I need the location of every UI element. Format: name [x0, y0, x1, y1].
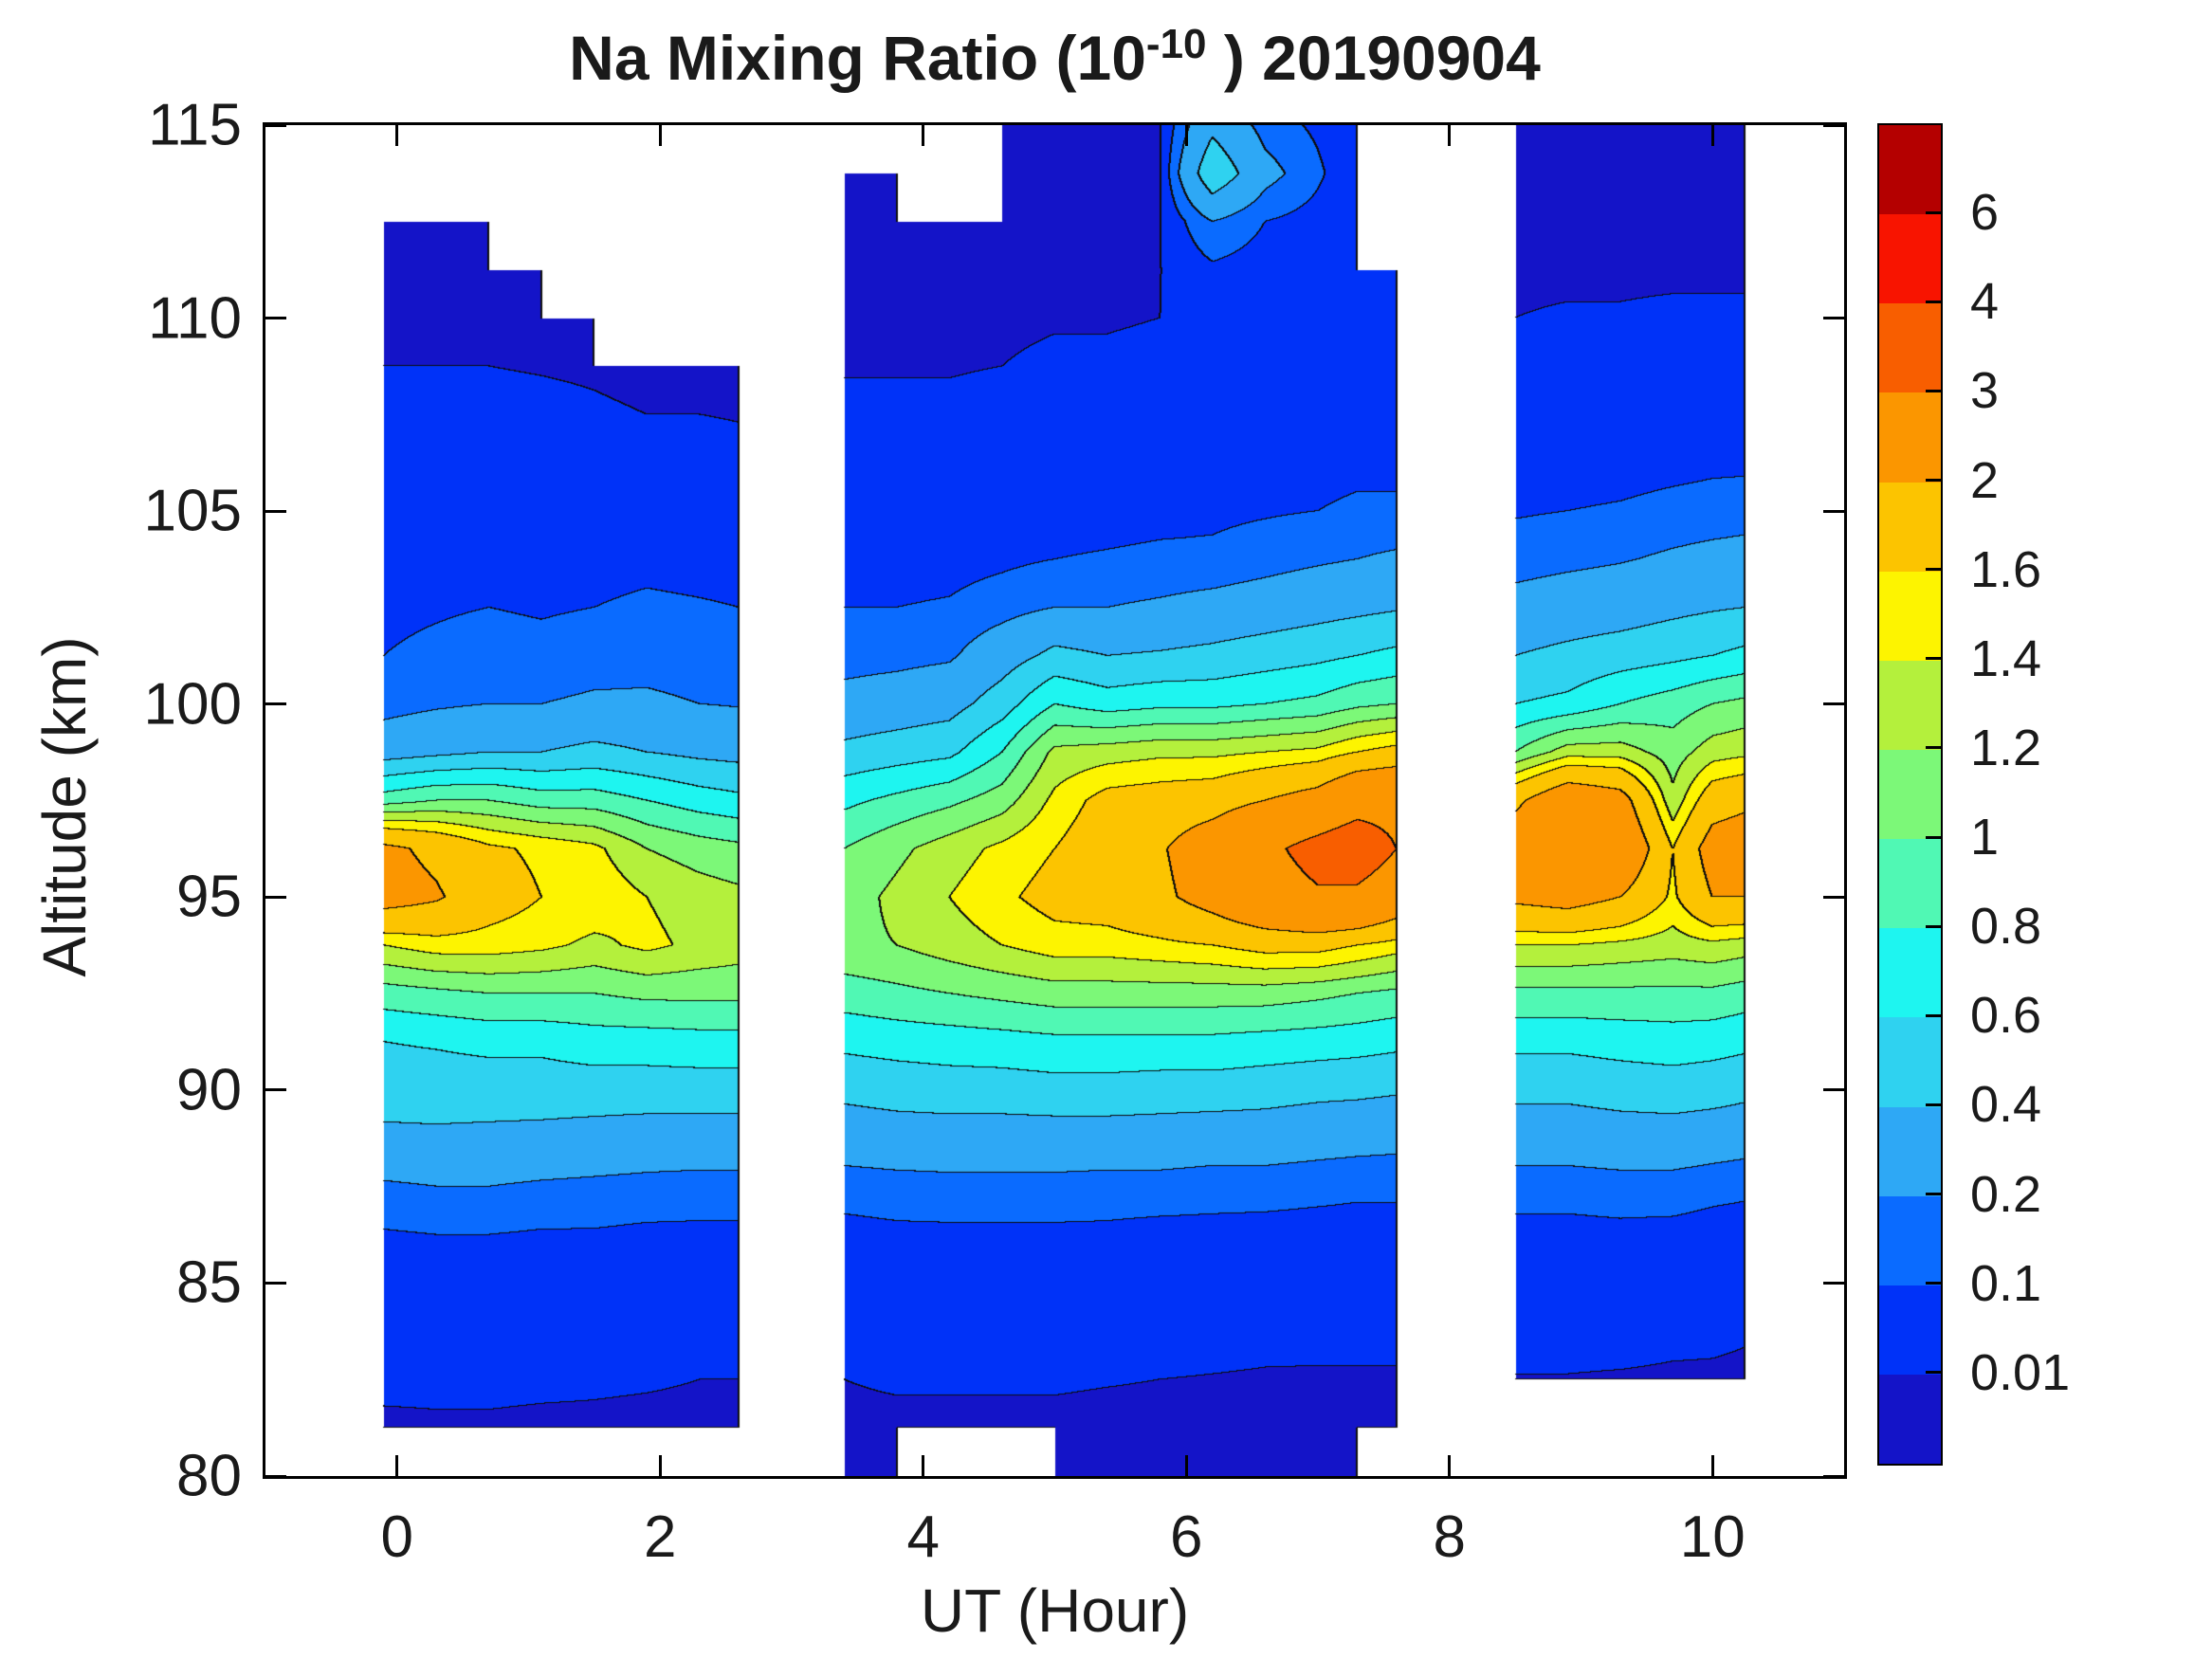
axis-tick-mark — [1823, 1474, 1844, 1478]
y-axis-label: Altitude (km) — [30, 636, 99, 977]
colorbar-label: 3 — [1970, 362, 2000, 420]
axis-tick-mark — [1710, 125, 1714, 146]
axis-tick-mark — [265, 895, 286, 899]
axis-tick-mark — [1823, 1281, 1844, 1285]
colorbar-band — [1879, 1195, 1941, 1285]
colorbar-band — [1879, 482, 1941, 572]
axis-tick-mark — [395, 1455, 399, 1476]
colorbar-tick-mark — [1926, 1193, 1941, 1196]
colorbar-tick-mark — [1926, 746, 1941, 750]
colorbar-tick-mark — [1926, 210, 1941, 214]
colorbar-label: 4 — [1970, 273, 2000, 331]
chart-title-suffix: ) 20190904 — [1206, 23, 1541, 93]
y-tick-label: 85 — [176, 1249, 242, 1316]
y-tick-label: 95 — [176, 864, 242, 930]
axis-tick-mark — [1823, 509, 1844, 513]
colorbar-tick-mark — [1926, 1282, 1941, 1285]
axis-tick-mark — [1823, 317, 1844, 320]
colorbar-band — [1879, 1374, 1941, 1465]
axis-tick-mark — [265, 317, 286, 320]
colorbar-tick-mark — [1926, 568, 1941, 572]
axis-tick-mark — [1823, 702, 1844, 706]
axis-tick-mark — [265, 1281, 286, 1285]
axis-tick-mark — [1710, 1455, 1714, 1476]
axis-tick-mark — [1184, 125, 1188, 146]
axis-tick-mark — [1448, 1455, 1452, 1476]
colorbar-band — [1879, 303, 1941, 393]
x-tick-label: 2 — [644, 1504, 677, 1570]
colorbar-label: 1.4 — [1970, 629, 2042, 687]
colorbar-tick-mark — [1926, 835, 1941, 839]
colorbar-tick-mark — [1926, 1371, 1941, 1375]
colorbar-band — [1879, 660, 1941, 750]
colorbar-label: 1 — [1970, 809, 2000, 866]
y-tick-label: 110 — [148, 285, 242, 352]
colorbar-band — [1879, 1106, 1941, 1196]
y-tick-label: 80 — [176, 1443, 242, 1509]
colorbar-label: 1.6 — [1970, 540, 2042, 598]
colorbar-tick-mark — [1926, 657, 1941, 661]
y-tick-label: 100 — [143, 671, 242, 738]
contour-plot-canvas — [265, 125, 1844, 1476]
axis-tick-mark — [1823, 895, 1844, 899]
x-tick-label: 10 — [1679, 1504, 1746, 1570]
colorbar-band — [1879, 839, 1941, 929]
x-tick-label: 0 — [380, 1504, 413, 1570]
colorbar-tick-mark — [1926, 1013, 1941, 1017]
x-tick-label: 4 — [906, 1504, 940, 1570]
x-tick-label: 8 — [1433, 1504, 1466, 1570]
colorbar-tick-mark — [1926, 389, 1941, 392]
colorbar-band — [1879, 1285, 1941, 1375]
axis-tick-mark — [265, 702, 286, 706]
colorbar-band — [1879, 749, 1941, 840]
axis-tick-mark — [395, 125, 399, 146]
axis-tick-mark — [265, 1088, 286, 1092]
colorbar-label: 0.6 — [1970, 987, 2042, 1045]
colorbar-label: 2 — [1970, 451, 2000, 509]
colorbar-label: 0.1 — [1970, 1254, 2042, 1312]
colorbar-label: 6 — [1970, 184, 2000, 242]
axis-tick-mark — [265, 123, 286, 127]
axis-tick-mark — [265, 509, 286, 513]
colorbar-band — [1879, 125, 1941, 215]
colorbar-tick-mark — [1926, 1103, 1941, 1106]
colorbar-label: 0.4 — [1970, 1076, 2042, 1134]
colorbar-tick-mark — [1926, 300, 1941, 303]
axis-tick-mark — [658, 1455, 662, 1476]
axis-tick-mark — [922, 125, 925, 146]
axis-tick-mark — [658, 125, 662, 146]
y-tick-label: 115 — [148, 92, 242, 158]
colorbar-band — [1879, 214, 1941, 304]
colorbar-tick-mark — [1926, 479, 1941, 483]
colorbar-band — [1879, 1017, 1941, 1107]
colorbar-label: 0.2 — [1970, 1165, 2042, 1223]
axis-tick-mark — [1448, 125, 1452, 146]
colorbar-band — [1879, 928, 1941, 1018]
colorbar-band — [1879, 571, 1941, 661]
y-tick-label: 90 — [176, 1057, 242, 1123]
colorbar-label: 1.2 — [1970, 719, 2042, 776]
chart-title: Na Mixing Ratio (10-10 ) 20190904 — [265, 21, 1844, 95]
axis-tick-mark — [265, 1474, 286, 1478]
colorbar-band — [1879, 392, 1941, 483]
colorbar — [1877, 123, 1943, 1466]
axis-tick-mark — [1184, 1455, 1188, 1476]
colorbar-label: 0.8 — [1970, 898, 2042, 956]
colorbar-label: 0.01 — [1970, 1343, 2071, 1401]
y-tick-label: 105 — [143, 478, 242, 544]
axis-tick-mark — [1823, 123, 1844, 127]
axis-tick-mark — [922, 1455, 925, 1476]
axis-tick-mark — [1823, 1088, 1844, 1092]
x-axis-label: UT (Hour) — [920, 1577, 1190, 1645]
colorbar-tick-mark — [1926, 924, 1941, 928]
x-tick-label: 6 — [1170, 1504, 1203, 1570]
chart-title-exponent: -10 — [1145, 21, 1207, 67]
chart-title-prefix: Na Mixing Ratio (10 — [569, 23, 1146, 93]
